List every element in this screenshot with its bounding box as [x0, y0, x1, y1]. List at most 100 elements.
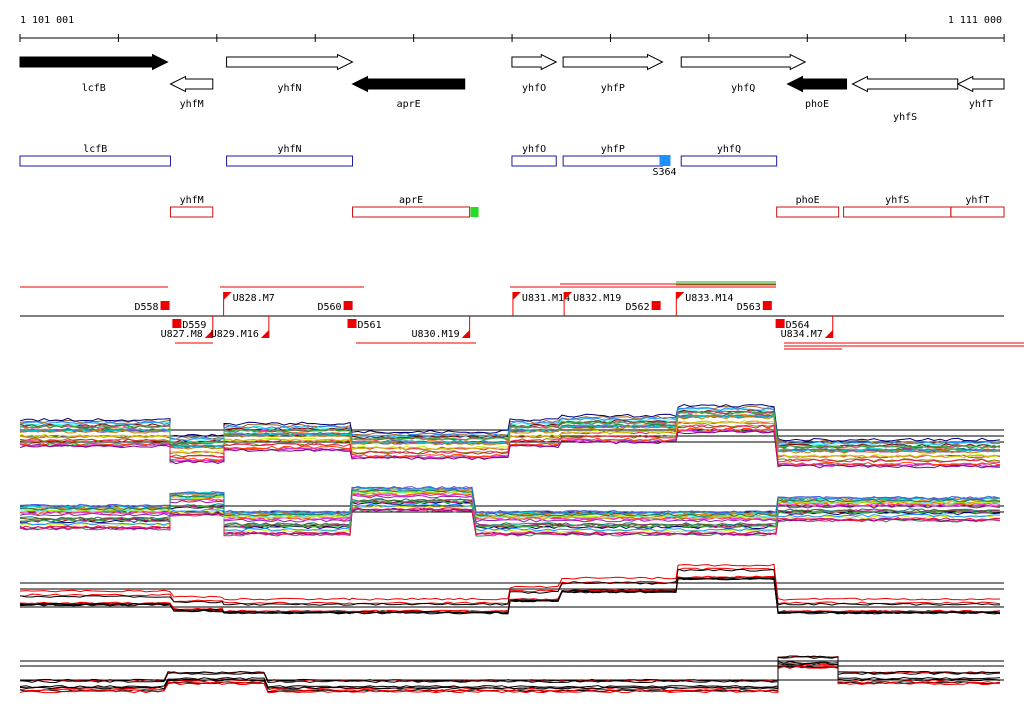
expression-profile-line: [19, 414, 1001, 453]
expression-profile-line: [19, 407, 1001, 445]
upstream-label: U827.M8: [161, 329, 203, 340]
plus-feature-label: yhfO: [522, 144, 546, 155]
minus-feature-box: [776, 206, 840, 218]
upstream-flag-reverse: [461, 330, 470, 338]
minus-feature-box: [169, 206, 214, 218]
gene-arrow: [351, 75, 466, 93]
expression-profile-line: [19, 568, 1000, 606]
gene-label: phoE: [805, 99, 829, 110]
upstream-label: U832.M19: [573, 293, 621, 304]
expression-profile-line: [19, 492, 1001, 521]
plus-feature-box: [562, 155, 664, 167]
plus-feature-label: yhfP: [601, 144, 625, 155]
downstream-marker: [347, 319, 357, 328]
downstream-label: D563: [737, 302, 761, 313]
minus-feature-box: [843, 206, 952, 218]
downstream-marker: [762, 301, 772, 310]
expression-profile-line: [19, 500, 1000, 529]
transcription-unit-track: U828.M7 U831.M14 U832.M19 U833.M14 D558 D560 D…: [20, 281, 1024, 350]
expression-profile-line: [19, 490, 1001, 519]
minus-feature-box: [950, 206, 1005, 218]
minus-strand-feature-track: yhfM aprE phoE yhfS yhfT: [169, 195, 1005, 218]
gene-arrow: [19, 53, 169, 71]
gene-label: yhfM: [180, 99, 204, 110]
gene-label: yhfN: [277, 83, 301, 94]
gene-label: yhfP: [601, 83, 625, 94]
upstream-label: U831.M14: [522, 293, 570, 304]
downstream-label: D561: [358, 320, 382, 331]
plus-feature-box: [19, 155, 171, 167]
downstream-label: D559: [182, 320, 206, 331]
gene-arrow: [786, 75, 848, 93]
downstream-label: D560: [317, 302, 341, 313]
expression-profile-line: [19, 576, 1001, 614]
gene-arrow: [956, 75, 1005, 93]
expression-profile-line: [19, 503, 1001, 532]
downstream-marker: [343, 301, 353, 310]
plus-feature-label: yhfN: [277, 144, 301, 155]
expression-profile-line: [19, 508, 1001, 537]
expression-profile-line: [19, 577, 1001, 615]
expression-profile-line: [19, 420, 1001, 459]
expression-profile-line: [19, 494, 1001, 523]
gene-label: lcfB: [82, 83, 106, 94]
gene-arrow: [851, 75, 959, 93]
upstream-flag: [564, 292, 573, 300]
minus-feature-label: yhfS: [885, 195, 909, 206]
gene-arrow: [562, 53, 664, 71]
downstream-label: D564: [786, 320, 810, 331]
downstream-marker: [172, 319, 182, 328]
plus-feature-label: yhfQ: [717, 144, 741, 155]
upstream-flag: [676, 292, 685, 300]
upstream-flag-reverse: [824, 330, 833, 338]
upstream-flag-reverse: [260, 330, 269, 338]
minus-feature-label: yhfM: [180, 195, 204, 206]
plus-feature-box: [226, 155, 354, 167]
downstream-label: D562: [626, 302, 650, 313]
plus-feature-label: lcfB: [83, 144, 107, 155]
expression-profile-line: [19, 485, 1001, 514]
minus-feature-box: [352, 206, 471, 218]
gene-label: yhfT: [969, 99, 993, 110]
downstream-marker: [651, 301, 661, 310]
start-site-label: S364: [652, 167, 676, 178]
minus-feature-label: phoE: [796, 195, 820, 206]
gene-arrow: [511, 53, 558, 71]
start-site-marker: [659, 155, 671, 166]
downstream-label: D558: [134, 302, 158, 313]
minus-feature-label: yhfT: [965, 195, 989, 206]
expression-profile-line: [19, 430, 1001, 469]
gene-arrow: [226, 53, 354, 71]
upstream-flag-reverse: [204, 330, 213, 338]
coordinate-start-label: 1 101 001: [20, 15, 74, 26]
plus-feature-box: [511, 155, 557, 167]
gene-arrow: [169, 75, 214, 93]
terminator-marker: [470, 207, 479, 217]
gene-track: lcfB yhfM yhfN aprE yhfO yhfP yhfQ phoE yhfS yhfT: [19, 53, 1005, 123]
expression-profile-line: [19, 490, 1001, 519]
expression-profile-line: [19, 507, 1001, 535]
plus-feature-box: [680, 155, 778, 167]
upstream-flag: [512, 292, 521, 300]
gene-label: yhfO: [522, 83, 546, 94]
expression-profile-line: [19, 489, 1001, 517]
upstream-flag: [223, 292, 232, 300]
upstream-label: U830.M19: [411, 329, 459, 340]
genomic-ruler: [19, 34, 1005, 42]
expression-profile-line: [19, 424, 1001, 463]
downstream-marker: [775, 319, 785, 328]
upstream-label: U833.M14: [685, 293, 733, 304]
expression-profile-line: [19, 403, 1001, 442]
upstream-label: U834.M7: [781, 329, 823, 340]
downstream-marker: [160, 301, 170, 310]
expression-profile-line: [19, 410, 1001, 449]
coordinate-end-label: 1 111 000: [948, 15, 1002, 26]
expression-profile-line: [19, 655, 1001, 682]
expression-profile-tracks: [19, 403, 1004, 694]
minus-feature-label: aprE: [399, 195, 423, 206]
expression-profile-line: [19, 563, 1001, 601]
gene-arrow: [680, 53, 807, 71]
upstream-label: U829.M16: [211, 329, 259, 340]
upstream-label: U828.M7: [233, 293, 275, 304]
